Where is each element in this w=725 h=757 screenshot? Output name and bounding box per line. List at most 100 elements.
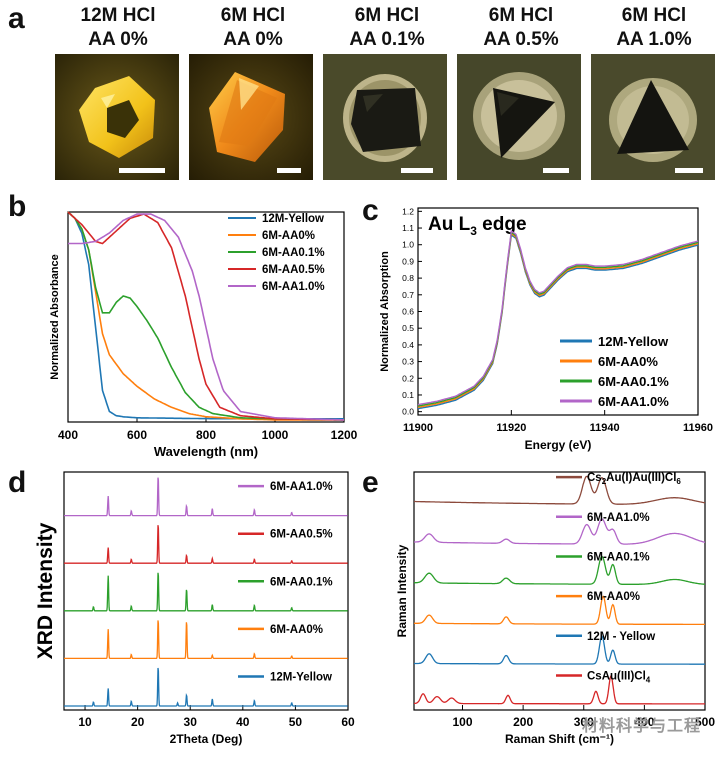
- x-tick-label: 100: [452, 715, 472, 729]
- panel-label-a: a: [8, 2, 25, 35]
- scale-bar: [119, 168, 165, 173]
- y-tick-label: 0.3: [402, 357, 414, 367]
- legend-label: Cs2Au(I)Au(III)Cl6: [587, 472, 681, 486]
- legend-label: 6M-AA0.1%: [270, 576, 333, 588]
- legend-label: 6M-AA0.1%: [587, 551, 650, 563]
- xrd-pattern-6m-aa1-0-: [64, 477, 348, 517]
- condition-label-1: 12M HCl AA 0%: [80, 5, 156, 50]
- y-tick-label: 0.8: [402, 273, 414, 283]
- x-axis-label: 2Theta (Deg): [170, 732, 243, 746]
- x-tick-label: 11900: [403, 422, 433, 434]
- series-line-6m-aa0-1-: [67, 211, 344, 421]
- y-axis-label: Raman Intensity: [395, 544, 409, 637]
- raman-spectrum-2: [414, 595, 705, 626]
- raman-spectrum-4: [414, 518, 706, 545]
- panel-label-e: e: [362, 466, 379, 499]
- micrograph-12m-aa0: [55, 54, 179, 180]
- x-tick-label: 500: [695, 715, 715, 729]
- condition-label-3: 6M HCl AA 0.1%: [349, 5, 425, 50]
- y-tick-label: 1.2: [402, 206, 414, 216]
- series-line-1: [417, 232, 699, 408]
- legend-label: 6M-AA1.0%: [587, 512, 650, 524]
- legend-label: 6M-AA0.1%: [262, 247, 325, 259]
- legend-label: 6M-AA0%: [587, 591, 640, 603]
- y-tick-label: 1.0: [402, 240, 414, 250]
- y-tick-label: 0.4: [402, 340, 414, 350]
- x-tick-label: 800: [196, 428, 216, 442]
- xrd-pattern-12m-yellow: [64, 667, 348, 707]
- plot-frame: [413, 471, 706, 711]
- xrd-pattern-6m-aa0-1-: [64, 572, 348, 612]
- plot-frame: [63, 471, 349, 711]
- y-tick-label: 0.2: [402, 373, 414, 383]
- raman-chart: 100 200 300 400 500 Raman Shift (cm⁻¹) Raman I…: [395, 471, 715, 746]
- y-tick-label: 0.1: [402, 390, 414, 400]
- series-line-6m-aa0-: [67, 211, 344, 421]
- micrograph-6m-aa0: [189, 54, 313, 180]
- x-tick-label: 11960: [683, 422, 713, 434]
- raman-spectrum-3: [414, 555, 705, 585]
- absorbance-chart: 400 600 800 1000 1200 Wavelength (nm) Normaliz…: [49, 211, 358, 459]
- x-axis-label: Raman Shift (cm⁻¹): [505, 732, 614, 746]
- x-tick-label: 600: [127, 428, 147, 442]
- x-tick-label: 300: [574, 715, 594, 729]
- legend-label: 6M-AA1.0%: [270, 481, 333, 493]
- x-tick-label: 1200: [331, 428, 358, 442]
- raman-spectrum-0: [414, 674, 705, 705]
- condition-label-4: 6M HCl AA 0.5%: [483, 5, 559, 50]
- scale-bar: [401, 168, 433, 173]
- legend-label: 6M-AA0.1%: [598, 374, 669, 389]
- panel-label-d: d: [8, 466, 27, 499]
- scale-bar: [277, 168, 301, 173]
- legend-label: 6M-AA0.5%: [270, 529, 333, 541]
- series-line-12m-yellow: [67, 211, 344, 420]
- series-line-0: [417, 233, 699, 410]
- legend-label: 6M-AA0.5%: [262, 264, 325, 276]
- y-tick-label: 0.9: [402, 256, 414, 266]
- xrd-pattern-6m-aa0-5-: [64, 525, 348, 564]
- condition-label-5: 6M HCl AA 1.0%: [616, 5, 692, 50]
- x-tick-label: 1000: [262, 428, 289, 442]
- x-axis-label: Energy (eV): [525, 438, 592, 452]
- legend-label: 6M-AA1.0%: [598, 394, 669, 409]
- y-tick-label: 0.0: [402, 407, 414, 417]
- plot-frame: [67, 211, 345, 423]
- legend-label: 6M-AA0%: [270, 624, 323, 636]
- micrograph-6m-aa1-0: [591, 54, 715, 180]
- series-line-6m-aa0-5-: [67, 211, 344, 421]
- condition-label-2: 6M HCl AA 0%: [220, 5, 286, 50]
- xanes-chart: 11900 11920 11940 11960 0.0 0.1 0.2 0.3 0.4 0.5 0.…: [379, 206, 713, 452]
- series-line-6m-aa1-0-: [68, 213, 344, 421]
- legend-label: 12M-Yellow: [262, 213, 324, 225]
- legend-label: 6M-AA0%: [598, 354, 658, 369]
- x-tick-label: 10: [78, 715, 92, 729]
- x-tick-label: 11940: [590, 422, 620, 434]
- x-tick-label: 11920: [496, 422, 526, 434]
- watermark: 材料科学与工程: [582, 718, 702, 735]
- raman-spectrum-1: [414, 635, 705, 665]
- x-tick-label: 400: [58, 428, 78, 442]
- legend-label: 12M-Yellow: [270, 671, 332, 683]
- scale-bar: [543, 168, 569, 173]
- x-tick-label: 30: [184, 715, 198, 729]
- panel-label-b: b: [8, 190, 27, 223]
- y-tick-label: 0.5: [402, 323, 414, 333]
- series-line-3: [417, 229, 699, 406]
- y-axis-label: Normalized Absorbance: [49, 254, 61, 380]
- y-axis-label: XRD Intensity: [34, 522, 57, 659]
- series-line-2: [417, 231, 699, 407]
- x-tick-label: 200: [513, 715, 533, 729]
- legend-label: 12M-Yellow: [598, 334, 669, 349]
- micrograph-6m-aa0-1: [323, 54, 447, 180]
- xrd-chart: 10 20 30 40 50 60 2Theta (Deg) XRD Intensity 12M…: [34, 471, 355, 746]
- xrd-pattern-6m-aa0-: [64, 620, 348, 660]
- x-tick-label: 50: [289, 715, 303, 729]
- panel-label-c: c: [362, 194, 379, 227]
- x-tick-label: 40: [236, 715, 250, 729]
- legend-label: CsAu(III)Cl4: [587, 670, 651, 684]
- x-axis-label: Wavelength (nm): [154, 444, 258, 459]
- y-tick-label: 0.6: [402, 307, 414, 317]
- x-tick-label: 20: [131, 715, 145, 729]
- y-tick-label: 1.1: [402, 223, 414, 233]
- legend-label: 6M-AA0%: [262, 230, 315, 242]
